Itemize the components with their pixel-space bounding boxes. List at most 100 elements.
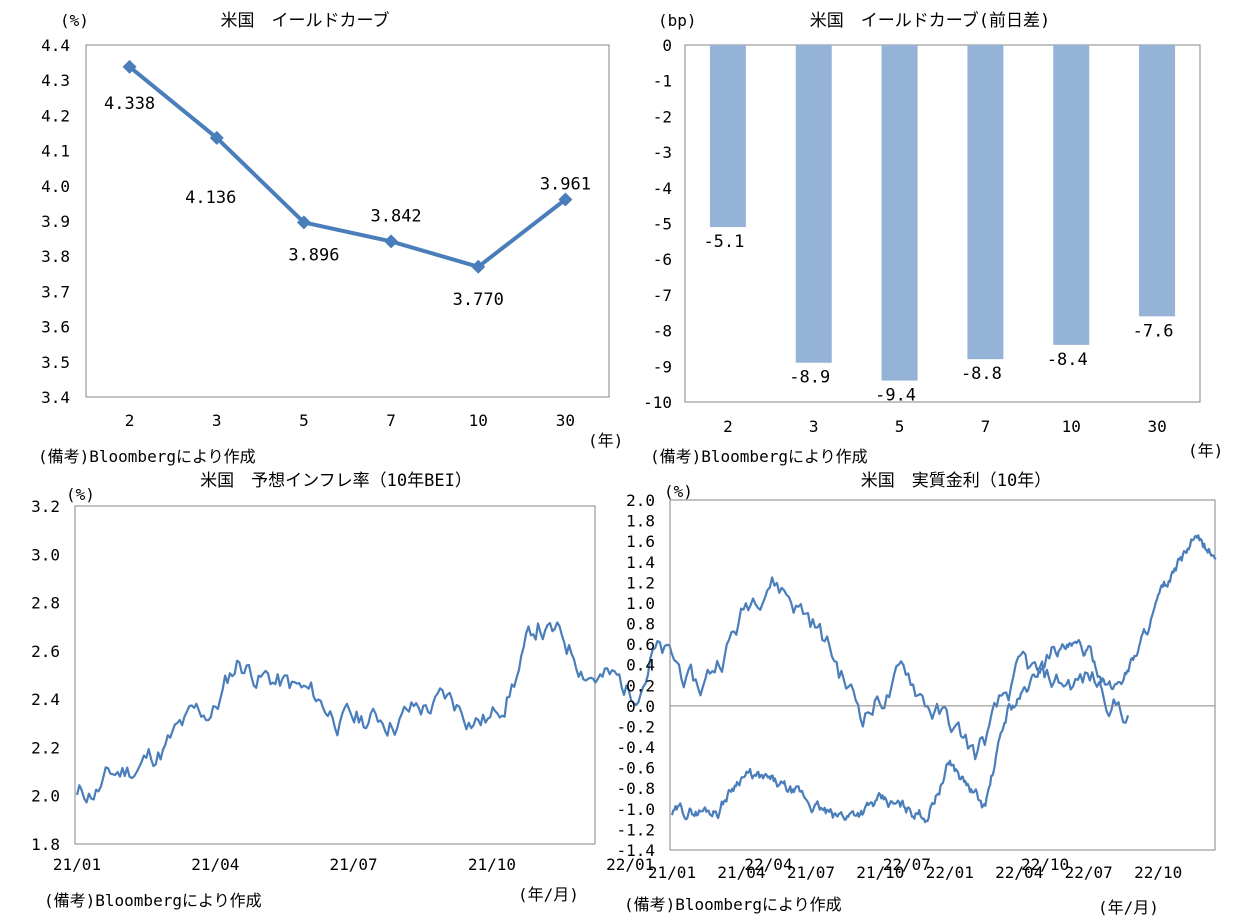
yield-curve-marker: [471, 259, 486, 274]
yield-curve-y-tick-label: 4.3: [41, 71, 70, 90]
bei-y-tick-label: 2.8: [31, 594, 60, 613]
real-rate-y-tick-label: -1.0: [616, 800, 655, 819]
yield-curve-x-tick-label: 2: [125, 411, 135, 430]
yield-change-y-tick-label: -4: [653, 179, 672, 198]
yield-change-y-tick-label: -7: [653, 286, 672, 305]
yield-curve-x-tick-label: 10: [469, 411, 488, 430]
yield-change-title: 米国 イールドカーブ(前日差): [810, 10, 1050, 31]
yield-curve-marker: [209, 130, 224, 145]
yield-curve-x-tick-label: 5: [299, 411, 309, 430]
bei-x-tick-label: 21/07: [330, 855, 378, 874]
yield-change-x-ticks: 2 3 5 7 10 30: [723, 417, 1167, 436]
yield-change-x-tick-label: 2: [723, 417, 733, 436]
yield-change-data-label: -8.4: [1047, 350, 1088, 370]
real-rate-y-tick-label: 1.6: [626, 532, 655, 551]
bei-y-ticks: 1.8 2.0 2.2 2.4 2.6 2.8 3.0 3.2: [31, 497, 60, 854]
bei-x-tick-label: 22/04: [744, 855, 792, 874]
real-rate-y-tick-label: -0.6: [616, 759, 655, 778]
yield-change-y-tick-label: -3: [653, 143, 672, 162]
real-rate-y-tick-label: -1.2: [616, 820, 655, 839]
yield-change-note: (備考)Bloombergにより作成: [650, 447, 868, 466]
yield-change-x-tick-label: 7: [981, 417, 991, 436]
yield-curve-series-line: [128, 65, 567, 269]
yield-change-x-tick-label: 5: [895, 417, 905, 436]
real-rate-y-tick-label: 2.0: [626, 491, 655, 510]
yield-change-x-tick-label: 30: [1147, 417, 1166, 436]
yield-change-y-tick-label: -2: [653, 107, 672, 126]
real-rate-y-ticks: 2.0 1.81.6 1.41.2 1.0 0.80.6 0.40.2 0.0-0.2 -0.…: [616, 491, 655, 860]
yield-curve-data-label: 4.136: [185, 188, 236, 208]
yield-curve-y-tick-label: 3.5: [41, 353, 70, 372]
real-rate-y-tick-label: 1.4: [626, 553, 655, 572]
yield-curve-markers: [122, 59, 573, 274]
bei-y-tick-label: 2.0: [31, 787, 60, 806]
real-rate-y-tick-label: 0.8: [626, 615, 655, 634]
real-rate-y-tick-label: -0.2: [616, 717, 655, 736]
real-rate-x-tick-label: 21/07: [787, 863, 835, 882]
real-rate-unit: (%): [664, 482, 693, 501]
bei-x-tick-label: 21/04: [191, 855, 239, 874]
real-rate-y-tick-label: 0.2: [626, 676, 655, 695]
yield-change-x-unit: (年): [1188, 441, 1223, 460]
yield-curve-y-tick-label: 4.4: [41, 36, 70, 55]
yield-curve-y-tick-label: 3.8: [41, 247, 70, 266]
real-rate-y-tick-label: 0.4: [626, 656, 655, 675]
bei-x-tick-label: 21/01: [53, 855, 101, 874]
yield-change-data-labels: -5.1 -8.9 -9.4 -8.8 -8.4 -7.6: [703, 232, 1173, 406]
yield-curve-plot-frame: [85, 44, 610, 398]
yield-change-y-tick-label: -1: [653, 72, 672, 91]
yield-change-bar: [1139, 45, 1176, 317]
real-rate-x-ticks: 21/01 21/04 21/07 21/10 22/01 22/04 22/07 22/10: [648, 863, 1182, 882]
yield-curve-chart: 米国 イールドカーブ (%) 3.4 3.5 3.6 3.7 3.8 3.9 4.0 4.1 4…: [38, 10, 623, 466]
real-rate-x-tick-label: 21/10: [856, 863, 904, 882]
yield-change-bar: [881, 45, 918, 381]
yield-curve-x-tick-label: 3: [212, 411, 222, 430]
yield-change-bar: [967, 45, 1004, 360]
yield-curve-data-label: 3.896: [288, 245, 339, 265]
yield-curve-data-label: 3.961: [540, 175, 591, 195]
bei-y-tick-label: 3.0: [31, 545, 60, 564]
yield-change-y-ticks: 0 -1 -2 -3 -4 -5 -6 -7 -8 -9 -10: [643, 36, 672, 412]
bei-y-tick-label: 2.2: [31, 738, 60, 757]
real-rate-y-tick-label: -0.8: [616, 779, 655, 798]
bei-x-tick-label: 22/10: [1021, 855, 1069, 874]
yield-curve-x-tick-label: 7: [386, 411, 396, 430]
bei-x-tick-label: 22/01: [606, 855, 654, 874]
yield-change-bar: [1053, 45, 1090, 345]
yield-curve-y-tick-label: 4.1: [41, 142, 70, 161]
yield-change-x-tick-label: 3: [809, 417, 819, 436]
bei-chart: 米国 予想インフレ率（10年BEI） (%) 1.8 2.0 2.2 2.4 2.6 2.…: [31, 471, 1130, 910]
yield-change-data-label: -8.9: [789, 368, 830, 388]
yield-curve-title: 米国 イールドカーブ: [221, 10, 390, 31]
yield-change-data-label: -9.4: [875, 386, 916, 406]
yield-curve-x-tick-label: 30: [556, 411, 575, 430]
real-rate-series-line: [670, 534, 1217, 824]
yield-change-y-tick-label: -9: [653, 357, 672, 376]
yield-change-data-label: -7.6: [1133, 321, 1174, 341]
bei-plot-frame: [74, 505, 596, 845]
real-rate-plot-frame: [669, 499, 1216, 851]
yield-change-plot-frame: [684, 44, 1201, 403]
yield-change-chart: 米国 イールドカーブ(前日差) (bp) 0 -1 -2 -3 -4 -5 -6 -7 -8 -9…: [643, 10, 1223, 466]
yield-curve-y-ticks: 3.4 3.5 3.6 3.7 3.8 3.9 4.0 4.1 4.2 4.3 4.4: [41, 36, 70, 407]
bei-unit: (%): [66, 485, 95, 504]
bei-y-tick-label: 2.6: [31, 642, 60, 661]
real-rate-y-tick-label: 1.0: [626, 594, 655, 613]
bei-y-tick-label: 3.2: [31, 497, 60, 516]
yield-curve-x-unit: (年): [588, 431, 623, 450]
real-rate-x-unit: (年/月): [1098, 898, 1159, 917]
bei-title: 米国 予想インフレ率（10年BEI）: [200, 471, 472, 491]
yield-change-bar: [795, 45, 832, 363]
yield-change-y-tick-label: -8: [653, 322, 672, 341]
real-rate-y-tick-label: 0.6: [626, 635, 655, 654]
bei-x-tick-label: 21/10: [468, 855, 516, 874]
yield-curve-y-tick-label: 3.7: [41, 282, 70, 301]
yield-change-data-label: -8.8: [961, 364, 1002, 384]
real-rate-title: 米国 実質金利（10年）: [861, 471, 1051, 491]
real-rate-x-tick-label: 22/01: [926, 863, 974, 882]
yield-change-bar: [709, 45, 746, 228]
bei-note: (備考)Bloombergにより作成: [44, 891, 262, 910]
yield-change-data-label: -5.1: [703, 232, 744, 252]
yield-change-bars: [709, 45, 1176, 381]
